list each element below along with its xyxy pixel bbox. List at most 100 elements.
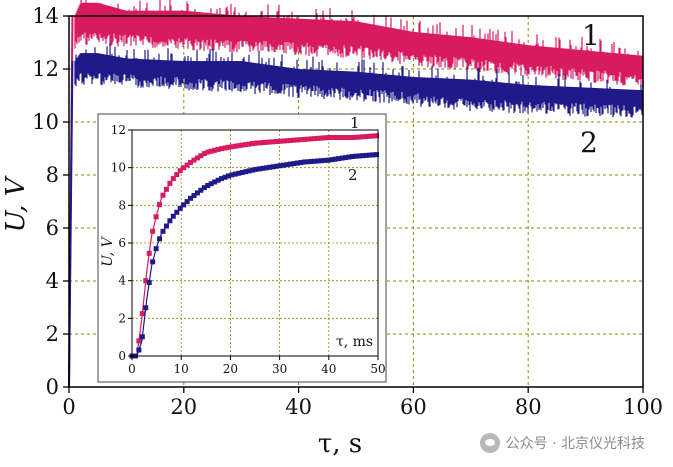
inset-series-point (318, 158, 324, 164)
main-ticks (63, 15, 644, 393)
inset-series-point (329, 135, 335, 141)
inset-series-point (322, 157, 328, 163)
inset-series-point (360, 153, 366, 159)
inset-series-point (291, 161, 297, 167)
inset-series-point (298, 160, 304, 166)
inset-series-point (318, 135, 324, 141)
inset-series-point (136, 338, 142, 344)
inset-x-tick-label: 40 (321, 362, 336, 376)
inset-series-point (184, 199, 190, 205)
inset-series-point (267, 164, 273, 170)
inset-series-point (136, 347, 142, 353)
inset-series-point (222, 145, 228, 151)
inset-series-point (150, 228, 156, 234)
inset-series-point (208, 181, 214, 187)
inset-series-point (198, 187, 204, 193)
inset-y-tick-label: 12 (111, 123, 126, 137)
inset-series-point (294, 137, 300, 143)
inset-series-point (167, 180, 173, 186)
inset-series-point (181, 202, 187, 208)
inset-series-point (181, 165, 187, 171)
inset-series-point (253, 140, 259, 146)
inset-y-axis-title: U, V (100, 235, 116, 266)
inset-y-tick-label: 10 (111, 161, 126, 175)
inset-tick-labels: 0 10 20 30 40 50 0 2 4 6 8 10 12 (111, 123, 386, 376)
inset-series-point (301, 159, 307, 165)
inset-series-point (246, 141, 252, 147)
inset-series-point (212, 147, 218, 153)
wechat-icon (479, 433, 500, 453)
inset-series-point (229, 172, 235, 178)
inset-series-point (250, 167, 256, 173)
main-x-tick-label: 40 (285, 395, 312, 419)
inset-series-point (177, 168, 183, 174)
inset-series-point (201, 151, 207, 157)
inset-series-point (356, 153, 362, 159)
inset-x-tick-label: 10 (174, 362, 189, 376)
inset-series-point (229, 144, 235, 150)
inset-series-point (263, 139, 269, 145)
inset-series-point (353, 134, 359, 140)
inset-series-point (356, 134, 362, 140)
inset-y-tick-label: 6 (118, 236, 126, 250)
main-y-tick-label: 14 (32, 4, 59, 28)
inset-y-tick-label: 8 (118, 198, 126, 212)
inset-series-point (349, 135, 355, 141)
inset-series-point (336, 156, 342, 162)
inset-series-point (322, 135, 328, 141)
inset-series-point (170, 213, 176, 219)
inset-series-point (150, 259, 156, 265)
inset-series-point (294, 160, 300, 166)
inset-series-point (212, 179, 218, 185)
inset-series-point (287, 137, 293, 143)
inset-series-point (256, 166, 262, 172)
inset-series-point (308, 158, 314, 164)
inset-series-point (305, 159, 311, 165)
inset-series-point (219, 176, 225, 182)
inset-series-label-1: 1 (350, 114, 360, 132)
inset-ticks (128, 129, 379, 360)
main-y-tick-label: 2 (46, 322, 59, 346)
inset-series-point (194, 190, 200, 196)
inset-series-point (325, 157, 331, 163)
inset-x-tick-label: 0 (128, 362, 136, 376)
inset-series-point (267, 139, 273, 145)
inset-series-point (198, 153, 204, 159)
inset-series-point (367, 133, 373, 139)
inset-series-point (236, 170, 242, 176)
inset-series-point (277, 163, 283, 169)
watermark-text: 公众号 · 北京仪光科技 (505, 436, 645, 452)
inset-series-point (160, 192, 166, 198)
inset-series-point (188, 159, 194, 165)
inset-series-point (343, 155, 349, 161)
inset-x-tick-label: 50 (370, 362, 385, 376)
inset-series-point (332, 156, 338, 162)
inset-series-point (146, 250, 152, 256)
main-y-tick-label: 8 (46, 163, 59, 187)
inset-series-point (232, 143, 238, 149)
inset-series-point (339, 135, 345, 141)
main-series-label-1: 1 (582, 19, 600, 52)
inset-series-point (170, 176, 176, 182)
inset-x-tick-label: 20 (223, 362, 238, 376)
inset-series-point (274, 163, 280, 169)
inset-series-2 (129, 152, 380, 359)
inset-series-point (284, 162, 290, 168)
inset-series-point (260, 165, 266, 171)
inset-series-point (205, 149, 211, 155)
main-series (68, 0, 644, 388)
inset-series-point (236, 143, 242, 149)
inset-x-tick-label: 30 (272, 362, 287, 376)
inset-series-point (215, 146, 221, 152)
inset-x-axis-title: τ, ms (336, 334, 373, 350)
main-series-1 (68, 0, 644, 388)
inset-series-label-2: 2 (348, 166, 358, 184)
watermark: 公众号 · 北京仪光科技 (479, 433, 645, 453)
inset-series-point (184, 162, 190, 168)
inset-series-point (250, 141, 256, 147)
inset-series-point (188, 195, 194, 201)
main-x-tick-label: 100 (623, 395, 663, 419)
inset-series-point (225, 173, 231, 179)
inset-series-point (291, 137, 297, 143)
